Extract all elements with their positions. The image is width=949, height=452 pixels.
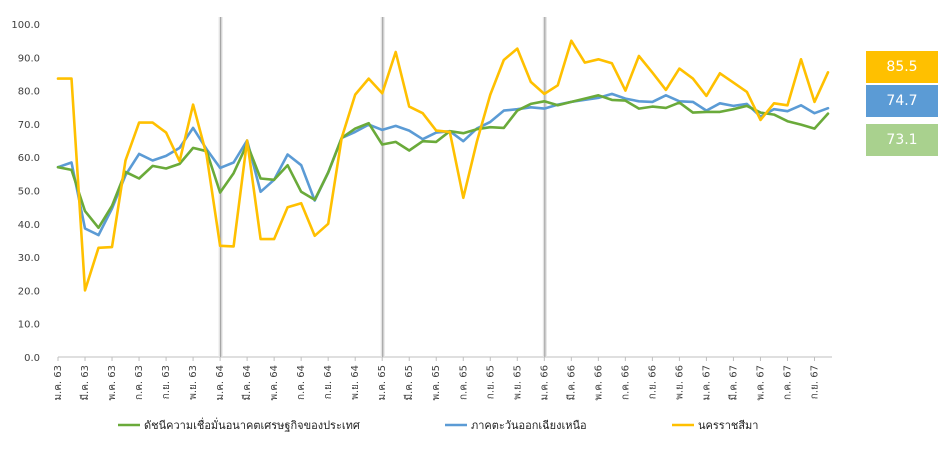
x-tick-label: ก.ย. 63 bbox=[161, 365, 172, 399]
y-tick-label: 20.0 bbox=[18, 286, 40, 297]
x-tick-label: ม.ค. 65 bbox=[377, 365, 388, 401]
x-tick-label: มี.ค. 64 bbox=[241, 365, 253, 401]
x-tick-label: ก.ค. 63 bbox=[134, 365, 145, 400]
badge-nakhon-ratchasima: 85.5 bbox=[866, 51, 938, 83]
x-tick-label: พ.ย. 64 bbox=[350, 365, 361, 400]
series-line-northeast bbox=[56, 92, 830, 237]
year-separators bbox=[218, 17, 547, 357]
x-tick-label: พ.ค. 66 bbox=[593, 365, 604, 401]
y-tick-label: 50.0 bbox=[18, 187, 40, 198]
x-tick-label: มี.ค. 65 bbox=[403, 365, 415, 401]
y-tick-label: 100.0 bbox=[11, 20, 40, 31]
x-tick-label: ก.ย. 65 bbox=[485, 365, 496, 399]
x-tick-label: ก.ค. 64 bbox=[296, 365, 307, 400]
y-tick-label: 70.0 bbox=[18, 120, 40, 131]
legend-label: ดัชนีความเชื่อมั่นอนาคตเศรษฐกิจของประเทศ bbox=[144, 417, 360, 432]
x-axis: ม.ค. 63 มี.ค. 63 พ.ค. 63 ก.ค. 63 ก.ย. 63 พ.ย.… bbox=[53, 356, 832, 401]
y-tick-label: 30.0 bbox=[18, 253, 40, 264]
series-line-nakhon-ratchasima bbox=[56, 39, 830, 292]
legend-label: นครราชสีมา bbox=[698, 419, 758, 432]
y-tick-label: 40.0 bbox=[18, 220, 40, 231]
y-tick-label: 0.0 bbox=[24, 353, 40, 364]
x-tick-label: พ.ค. 63 bbox=[107, 365, 118, 401]
x-tick-label: พ.ค. 64 bbox=[269, 365, 280, 401]
legend-label: ภาคตะวันออกเฉียงเหนือ bbox=[471, 419, 587, 432]
badge-national-index: 73.1 bbox=[866, 124, 938, 156]
series-line-national-index bbox=[56, 94, 830, 230]
y-tick-label: 80.0 bbox=[18, 87, 40, 98]
x-tick-label: ก.ค. 67 bbox=[782, 365, 793, 400]
x-tick-label: ม.ค. 66 bbox=[539, 365, 550, 401]
x-tick-label: มี.ค. 67 bbox=[727, 365, 739, 401]
x-tick-label: พ.ย. 63 bbox=[188, 365, 199, 400]
x-tick-label: ม.ค. 63 bbox=[53, 365, 64, 401]
x-tick-label: มี.ค. 66 bbox=[565, 365, 577, 401]
x-tick-label: พ.ค. 65 bbox=[431, 365, 442, 401]
legend-item-national-index: ดัชนีความเชื่อมั่นอนาคตเศรษฐกิจของประเทศ bbox=[118, 417, 360, 432]
x-tick-label: ม.ค. 67 bbox=[701, 365, 712, 401]
y-tick-label: 60.0 bbox=[18, 153, 40, 164]
x-tick-label: พ.ย. 66 bbox=[674, 365, 685, 400]
x-tick-label: ก.ย. 67 bbox=[809, 365, 820, 399]
x-tick-label: ม.ค. 64 bbox=[215, 365, 226, 401]
legend-item-nakhon-ratchasima: นครราชสีมา bbox=[672, 419, 758, 432]
y-tick-label: 90.0 bbox=[18, 53, 40, 64]
legend: ดัชนีความเชื่อมั่นอนาคตเศรษฐกิจของประเทศ… bbox=[118, 417, 758, 432]
x-tick-label: ก.ย. 66 bbox=[647, 365, 658, 399]
x-tick-label: พ.ย. 65 bbox=[512, 365, 523, 400]
badge-northeast: 74.7 bbox=[866, 85, 938, 117]
y-axis: 0.0 10.0 20.0 30.0 40.0 50.0 60.0 70.0 80.0 90.0 1… bbox=[11, 20, 40, 364]
y-tick-label: 10.0 bbox=[18, 320, 40, 331]
x-tick-label: ก.ค. 66 bbox=[620, 365, 631, 400]
legend-item-northeast: ภาคตะวันออกเฉียงเหนือ bbox=[445, 419, 587, 432]
series-lines bbox=[56, 39, 830, 292]
x-tick-label: มี.ค. 63 bbox=[79, 365, 91, 401]
x-tick-label: พ.ค. 67 bbox=[755, 365, 766, 401]
x-tick-label: ก.ย. 64 bbox=[323, 365, 334, 399]
x-tick-label: ก.ค. 65 bbox=[458, 365, 469, 400]
